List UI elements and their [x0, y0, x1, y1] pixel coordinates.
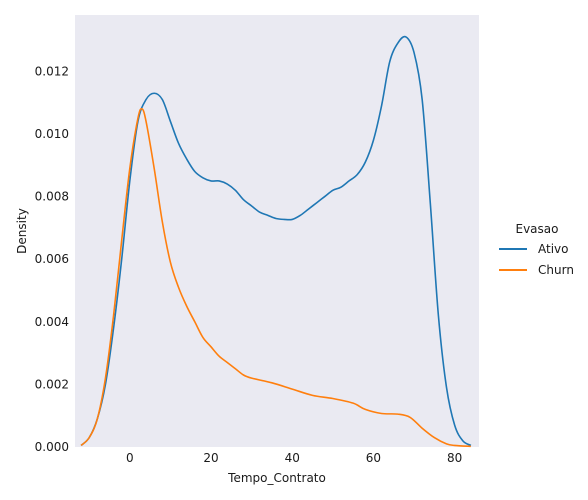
- plot-background: [75, 15, 479, 447]
- legend-title: Evasao: [516, 222, 559, 236]
- series-line-churn: [80, 107, 471, 448]
- legend-label-ativo: Ativo: [538, 242, 568, 256]
- legend-label-churn: Churn: [538, 263, 574, 277]
- y-tick-label: 0.006: [35, 252, 69, 266]
- y-tick-label: 0.008: [35, 190, 69, 204]
- x-tick-label: 60: [366, 451, 381, 465]
- series-line-ativo: [80, 35, 472, 447]
- y-tick-label: 0.012: [35, 64, 69, 78]
- x-axis-ticks: 0 20 40 60 80: [126, 451, 462, 465]
- y-axis-label: Density: [15, 208, 29, 254]
- y-axis-ticks: 0.000 0.002 0.004 0.006 0.008 0.010 0.012: [35, 64, 69, 454]
- legend: Evasao Ativo Churn: [499, 222, 574, 277]
- y-tick-label: 0.010: [35, 127, 69, 141]
- x-tick-label: 40: [285, 451, 300, 465]
- x-axis-label: Tempo_Contrato: [227, 471, 326, 485]
- x-tick-label: 0: [126, 451, 134, 465]
- y-tick-label: 0.004: [35, 315, 69, 329]
- x-tick-label: 20: [203, 451, 218, 465]
- y-tick-label: 0.002: [35, 377, 69, 391]
- y-tick-label: 0.000: [35, 440, 69, 454]
- x-tick-label: 80: [447, 451, 462, 465]
- series-layer: [80, 35, 472, 448]
